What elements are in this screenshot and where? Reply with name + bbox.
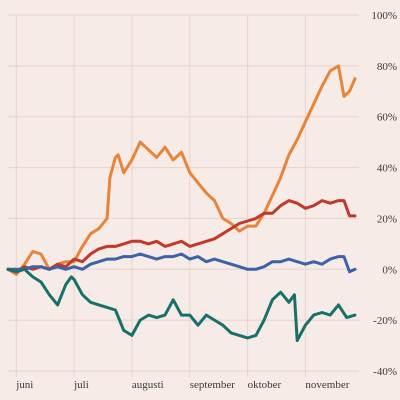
y-tick-label: 60% [377, 112, 397, 124]
series-line-2 [6, 199, 357, 274]
y-axis-labels: 100% 80% 60% 40% 20% 0% -20% -40% [371, 10, 397, 378]
x-tick-label: augusti [132, 379, 164, 391]
series-line-1 [6, 64, 357, 276]
y-tick-label: 100% [371, 10, 397, 22]
y-tick-label: 20% [377, 213, 397, 225]
x-tick-label: oktober [248, 379, 282, 391]
series-line-4 [6, 267, 357, 342]
x-tick-label: september [190, 379, 236, 391]
x-tick-label: november [305, 379, 349, 391]
y-tick-label: 80% [377, 61, 397, 73]
y-tick-label: -20% [373, 315, 397, 327]
x-tick-label: juli [73, 379, 89, 391]
y-tick-label: 40% [377, 163, 397, 175]
series-line-3 [6, 252, 357, 274]
x-axis-labels: juni juli augusti september oktober november [15, 379, 349, 391]
series-lines [6, 64, 357, 342]
y-tick-label: 0% [382, 264, 397, 276]
x-tick-label: juni [15, 379, 33, 391]
y-tick-label: -40% [373, 366, 397, 378]
